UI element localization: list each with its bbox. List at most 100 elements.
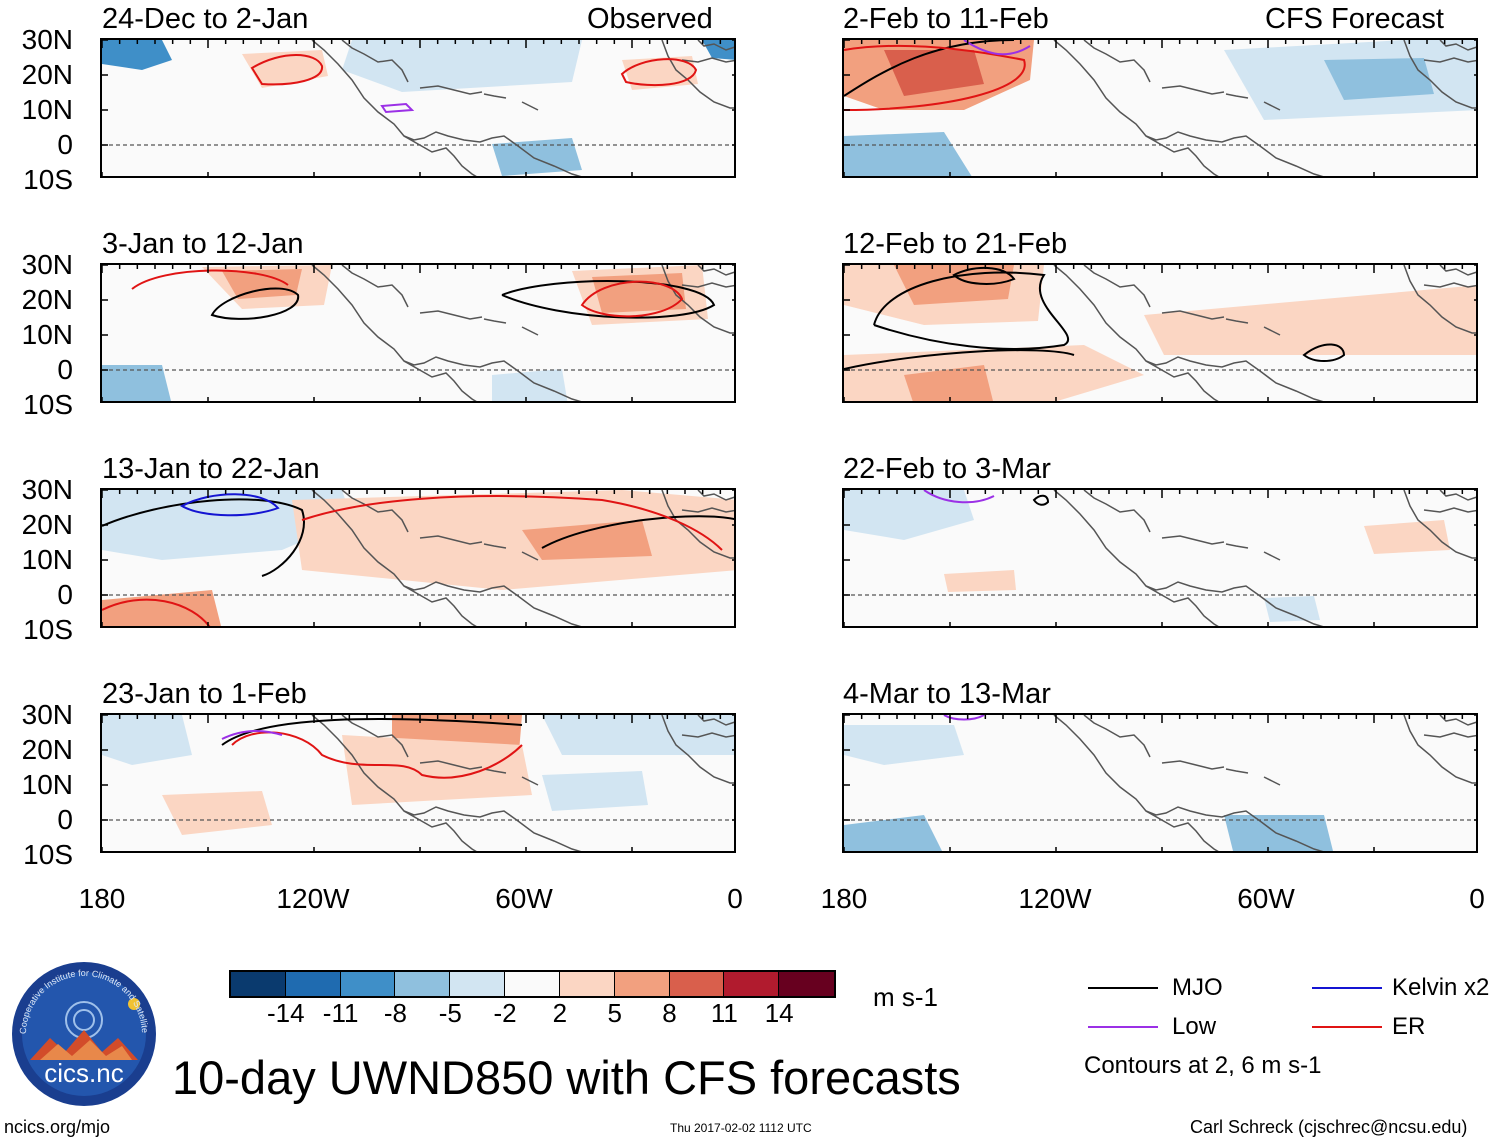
anomaly-field	[944, 570, 1016, 592]
lat-tick-label: 0	[57, 804, 73, 835]
coastline	[419, 85, 483, 95]
coastline	[419, 760, 483, 770]
coastline	[661, 715, 734, 784]
colorbar-swatch	[395, 972, 451, 996]
coastline	[1423, 57, 1476, 63]
coastline	[1053, 40, 1219, 176]
lon-tick-label: 120W	[1018, 883, 1092, 914]
contours-note: Contours at 2, 6 m s-1	[1084, 1052, 1322, 1079]
coastline	[1225, 318, 1249, 324]
contour-line	[620, 58, 698, 87]
anomaly-field	[102, 365, 171, 401]
coastline	[1053, 715, 1219, 851]
contour-line	[844, 349, 1075, 370]
lat-tick-label: 30N	[21, 474, 73, 505]
panel-title: 13-Jan to 22-Jan	[102, 453, 320, 485]
contour-line	[873, 271, 1070, 350]
legend-line-low	[1088, 1026, 1158, 1028]
lat-tick-label: 30N	[21, 699, 73, 730]
colorbar-swatch	[340, 972, 396, 996]
anomaly-field	[342, 735, 532, 805]
coastline	[521, 326, 539, 336]
coastline	[1161, 310, 1225, 320]
map-panel	[100, 488, 736, 628]
panel-title: 3-Jan to 12-Jan	[102, 228, 304, 260]
contour-line	[580, 280, 684, 318]
anomaly-field	[222, 269, 302, 299]
contour-line	[1302, 343, 1346, 362]
contour-line	[952, 266, 1016, 285]
coastline	[661, 490, 734, 559]
lat-tick-label: 0	[57, 354, 73, 385]
contour-line	[131, 269, 289, 290]
anomaly-field	[702, 40, 734, 60]
lat-tick-label: 10S	[23, 839, 73, 870]
colorbar-tick-label: -5	[438, 998, 462, 1028]
colorbar-swatch	[450, 972, 506, 996]
coastline	[403, 356, 582, 401]
coastline	[681, 507, 734, 513]
contour-line	[250, 54, 323, 86]
colorbar-swatch	[614, 972, 670, 996]
map-panel	[842, 263, 1478, 403]
colorbar-swatch	[559, 972, 615, 996]
legend-line-er	[1312, 1026, 1382, 1028]
coastline	[521, 551, 539, 561]
footer-author: Carl Schreck (cjschrec@ncsu.edu)	[1190, 1117, 1468, 1137]
colorbar-tick-label: 2	[552, 998, 568, 1028]
coastline	[1145, 581, 1324, 626]
colorbar-tick-label: 5	[607, 998, 622, 1028]
coastline	[1403, 265, 1476, 334]
coastline	[1423, 282, 1476, 288]
coastline	[521, 101, 539, 111]
coastline	[1225, 543, 1249, 549]
observed-header: Observed	[587, 3, 713, 35]
colorbar-swatch	[285, 972, 341, 996]
colorbar-tick-label: 14	[764, 998, 794, 1028]
lat-tick-label: 10N	[21, 544, 73, 575]
anomaly-field	[894, 265, 1014, 305]
lon-tick-label: 0	[1469, 883, 1485, 914]
coastline	[403, 131, 582, 176]
anomaly-field	[102, 590, 221, 626]
cics-logo: Cooperative Institute for Climate and Sa…	[8, 952, 158, 1108]
lon-tick-label: 60W	[495, 883, 553, 914]
anomaly-field	[292, 490, 734, 590]
panel-title: 2-Feb to 11-Feb	[843, 3, 1049, 35]
legend-label-kelvin: Kelvin x2	[1392, 974, 1490, 1001]
coastline	[1145, 806, 1324, 851]
lat-tick-label: 0	[57, 129, 73, 160]
footer-timestamp: Thu 2017-02-02 1112 UTC	[670, 1121, 812, 1135]
lat-tick-label: 10S	[23, 164, 73, 195]
anomaly-field	[102, 40, 172, 70]
colorbar-swatch	[779, 972, 834, 996]
contour-line	[102, 498, 305, 577]
anomaly-field	[844, 490, 974, 540]
coastline	[1263, 551, 1281, 561]
coastline	[1083, 265, 1151, 308]
coastline	[483, 318, 507, 324]
coastline	[1439, 265, 1476, 276]
panel-title: 23-Jan to 1-Feb	[102, 678, 307, 710]
coastline	[1263, 326, 1281, 336]
coastline	[1225, 93, 1249, 99]
anomaly-field	[1224, 815, 1333, 851]
lat-tick-label: 20N	[21, 59, 73, 90]
coastline	[419, 535, 483, 545]
lon-tick-label: 180	[820, 883, 868, 914]
lat-tick-label: 30N	[21, 24, 73, 55]
colorbar-tick-label: -11	[322, 998, 359, 1028]
coastline	[521, 776, 539, 786]
logo-text: cics.nc	[44, 1058, 123, 1088]
contour-line	[102, 598, 211, 626]
colorbar-swatch	[669, 972, 725, 996]
lon-tick-label: 0	[727, 883, 743, 914]
contour-line	[210, 287, 300, 320]
coastline	[403, 806, 582, 851]
contour-line	[541, 515, 734, 549]
colorbar-tick-label: -2	[493, 998, 517, 1028]
legend-label-mjo: MJO	[1172, 974, 1223, 1001]
footer-url[interactable]: ncics.org/mjo	[4, 1117, 111, 1137]
coastline	[341, 265, 409, 308]
coastline	[1083, 490, 1151, 533]
